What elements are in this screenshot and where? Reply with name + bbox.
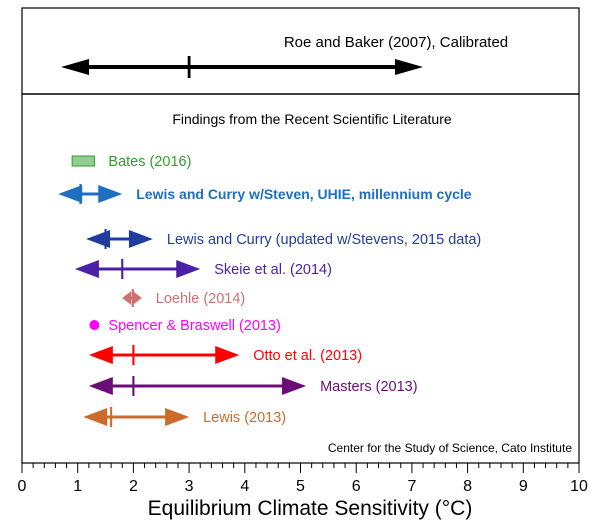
x-tick-label: 10 [570,478,588,495]
range-arrow-high [176,260,201,278]
x-tick-label: 2 [129,478,138,495]
series-label: Masters (2013) [320,379,418,395]
range-arrow-low [74,260,99,278]
x-axis: 0 1 2 3 4 5 6 7 8 9 10 [18,463,588,495]
range-arrow-high [215,346,240,364]
series-label: Skeie et al. (2014) [214,262,332,278]
series-label: Bates (2016) [108,154,191,170]
x-tick-label: 9 [519,478,528,495]
x-tick-label: 0 [18,478,27,495]
range-arrow-high [282,377,307,395]
series-label: Lewis and Curry w/Steven, UHIE, millenni… [136,186,472,202]
range-arrow-low [86,230,111,248]
series-label: Spencer & Braswell (2013) [108,318,280,334]
x-tick-label: 6 [352,478,361,495]
range-arrow-low [88,377,113,395]
range-arrow-low [60,59,89,75]
x-tick-label: 7 [407,478,416,495]
x-tick-label: 1 [73,478,82,495]
series-row: Lewis (2013) [83,407,286,427]
series-label: Lewis (2013) [203,410,286,426]
series-row: Loehle (2014) [122,289,245,307]
range-arrow-low [58,185,83,203]
study-ranges: Bates (2016) Lewis and Curry w/Steven, UH… [58,154,481,427]
x-axis-label: Equilibrium Climate Sensitivity (°C) [148,497,473,520]
series-label: Loehle (2014) [156,291,246,307]
series-row: Spencer & Braswell (2013) [89,318,281,334]
range-arrow-high [98,185,123,203]
series-row: Otto et al. (2013) [88,345,362,365]
series-label: Lewis and Curry (updated w/Stevens, 2015… [167,232,481,248]
range-arrow-low [83,408,108,426]
range-arrow-high [395,59,424,75]
range-arrow-high [128,230,153,248]
x-tick-label: 3 [185,478,194,495]
x-tick-label: 4 [240,478,249,495]
point-marker [89,320,100,330]
series-row: Bates (2016) [71,154,191,170]
credit-text: Center for the Study of Science, Cato In… [328,441,572,455]
range-arrow-low [88,346,113,364]
range-arrow-high [165,408,190,426]
series-row: Lewis and Curry w/Steven, UHIE, millenni… [58,184,472,204]
series-row: Masters (2013) [88,376,418,396]
bottom-panel-title: Findings from the Recent Scientific Lite… [172,111,452,127]
x-tick-label: 5 [296,478,305,495]
series-label: Otto et al. (2013) [253,348,362,364]
series-row: Skeie et al. (2014) [74,259,332,279]
range-arrow-low [122,291,132,305]
range-box [71,155,95,167]
series-row: Lewis and Curry (updated w/Stevens, 2015… [86,229,481,249]
range-arrow-high [132,291,142,305]
x-tick-label: 8 [463,478,472,495]
roe-baker-range [60,56,424,78]
roe-baker-label: Roe and Baker (2007), Calibrated [284,34,508,51]
